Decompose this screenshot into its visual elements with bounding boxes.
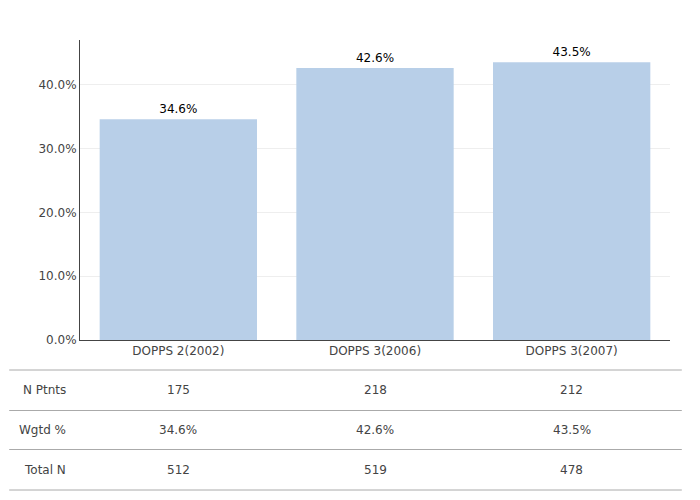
svg-text:0.0%: 0.0% — [46, 333, 77, 347]
svg-text:512: 512 — [167, 463, 190, 477]
svg-text:N Ptnts: N Ptnts — [23, 383, 66, 397]
svg-text:34.6%: 34.6% — [159, 423, 197, 437]
svg-text:40.0%: 40.0% — [38, 78, 76, 92]
svg-text:42.6%: 42.6% — [356, 51, 394, 65]
svg-text:Wgtd %: Wgtd % — [19, 423, 66, 437]
svg-text:43.5%: 43.5% — [553, 423, 591, 437]
svg-text:34.6%: 34.6% — [159, 102, 197, 116]
svg-text:20.0%: 20.0% — [38, 206, 76, 220]
svg-text:DOPPS 2(2002): DOPPS 2(2002) — [132, 344, 224, 358]
svg-text:Total N: Total N — [24, 463, 66, 477]
svg-text:DOPPS 3(2006): DOPPS 3(2006) — [329, 344, 421, 358]
svg-text:478: 478 — [560, 463, 583, 477]
svg-text:43.5%: 43.5% — [553, 45, 591, 59]
svg-text:DOPPS 3(2007): DOPPS 3(2007) — [526, 344, 618, 358]
svg-text:42.6%: 42.6% — [356, 423, 394, 437]
svg-text:30.0%: 30.0% — [38, 142, 76, 156]
svg-text:519: 519 — [364, 463, 387, 477]
svg-text:212: 212 — [560, 383, 583, 397]
svg-text:175: 175 — [167, 383, 190, 397]
svg-text:218: 218 — [364, 383, 387, 397]
svg-text:10.0%: 10.0% — [38, 269, 76, 283]
